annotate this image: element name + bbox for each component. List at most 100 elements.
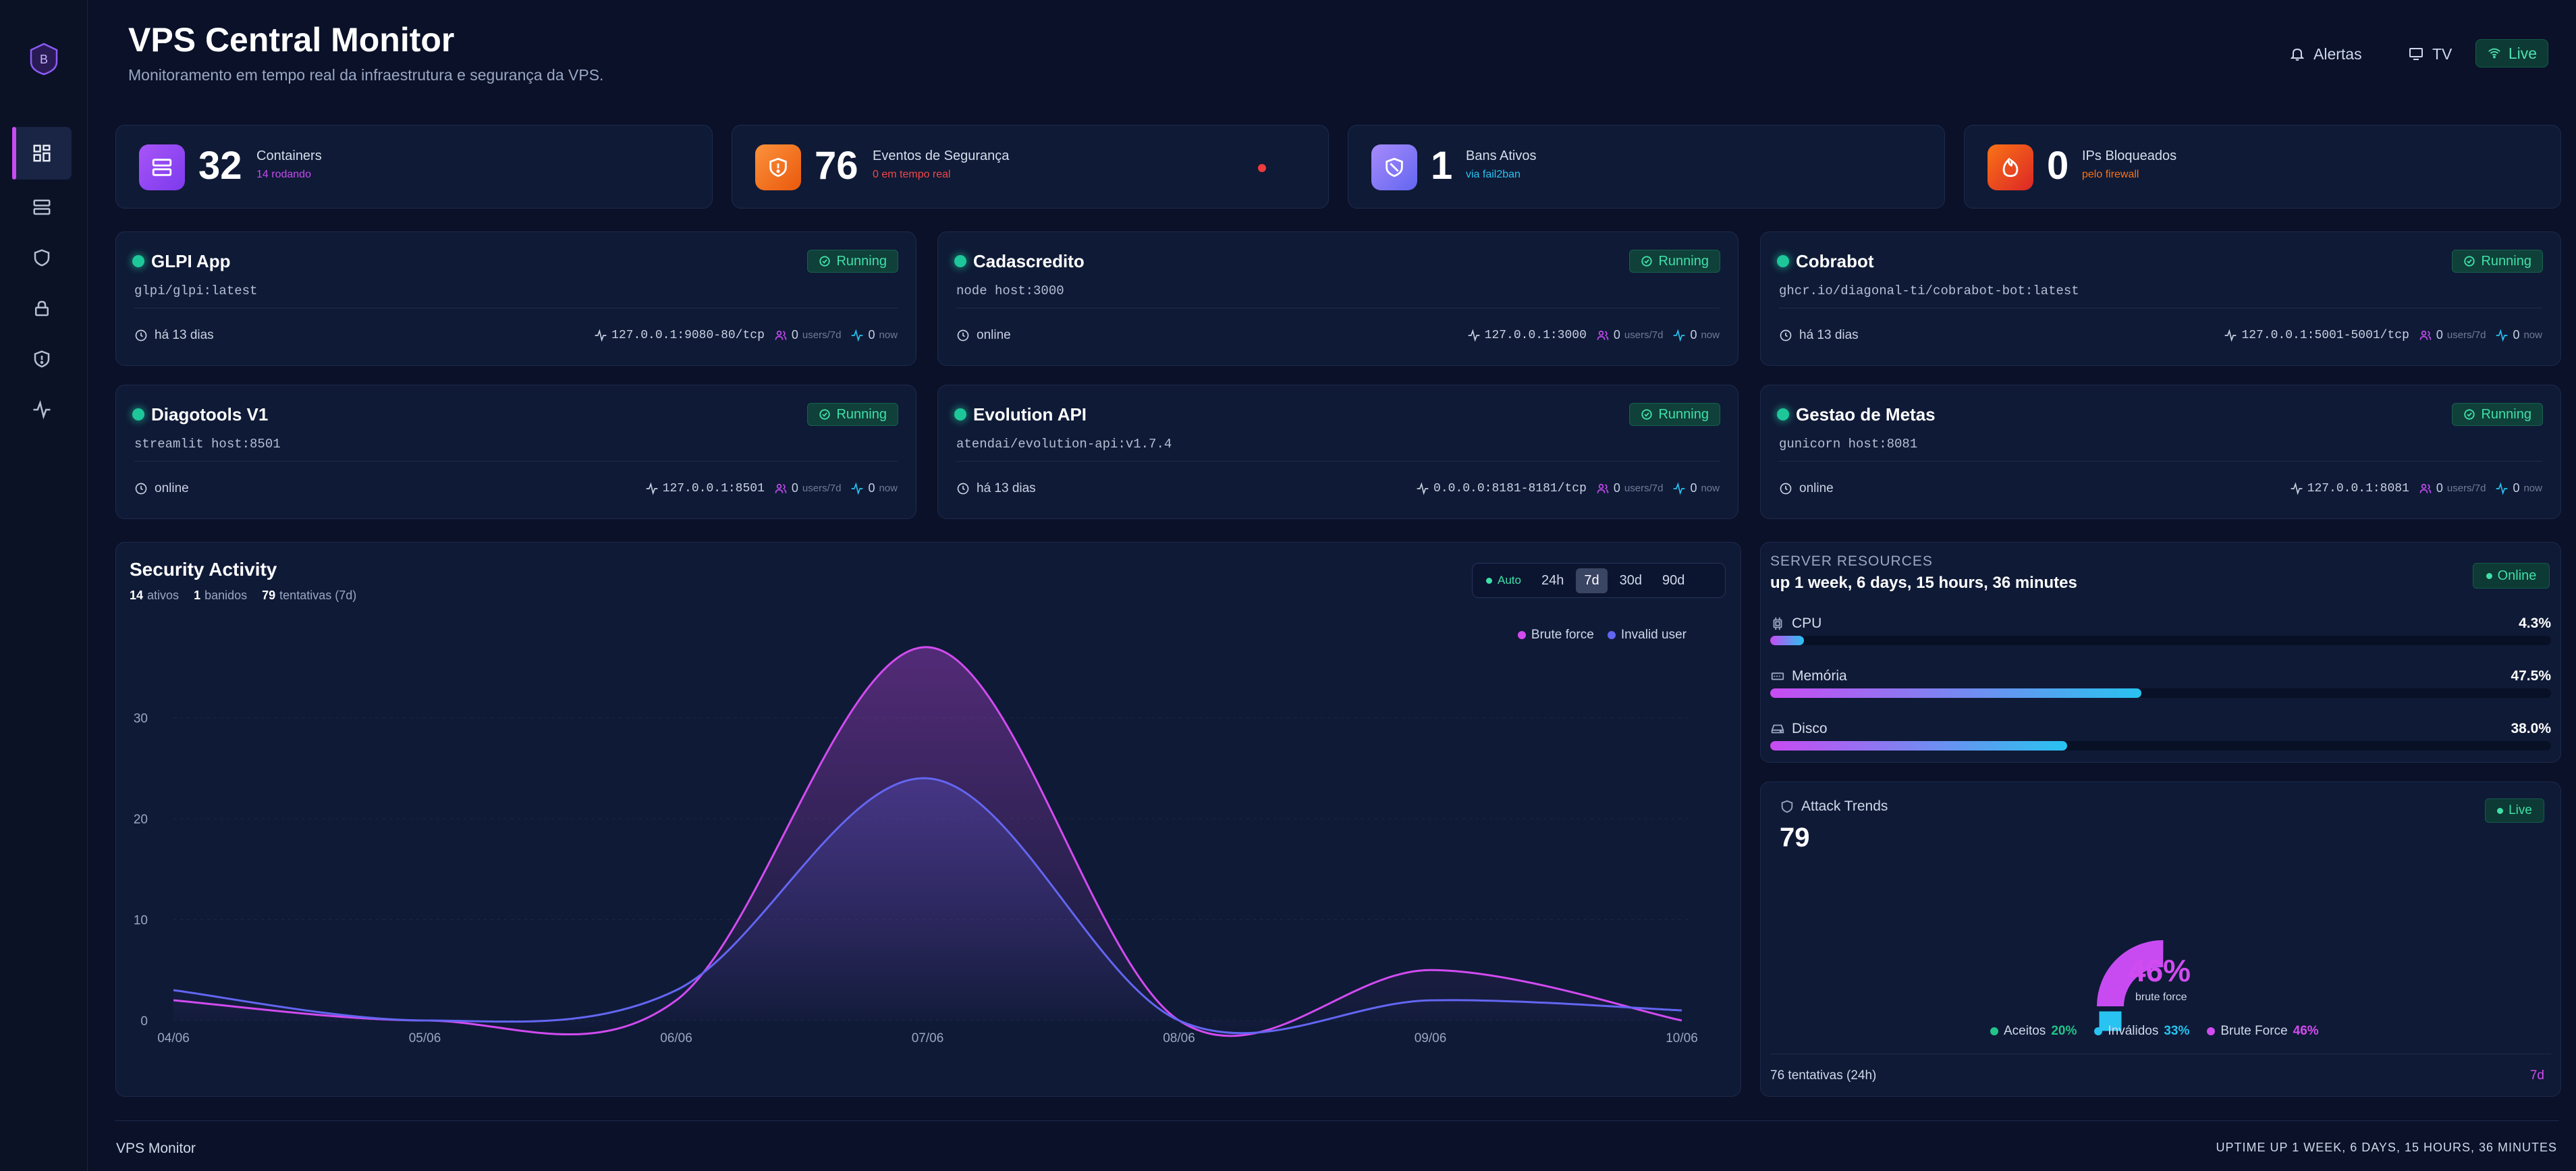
gauge-brute-force-arc (2097, 940, 2164, 1007)
nav-alerts[interactable] (12, 333, 72, 385)
container-uptime: há 13 dias (134, 328, 214, 343)
port-label: 127.0.0.1:3000 (1484, 328, 1587, 342)
status-badge: Running (2452, 250, 2543, 273)
shield-ban-icon (1386, 157, 1403, 178)
stat-icon-bg (1988, 144, 2033, 190)
stat-sub: pelo firewall (2082, 169, 2139, 180)
y-tick-label: 30 (134, 712, 148, 726)
container-card[interactable]: GLPI App Running glpi/glpi:latest há 13 … (115, 232, 916, 366)
now-unit: now (1701, 329, 1720, 341)
now-count: 0 (868, 481, 875, 495)
shield-icon (1781, 800, 1793, 813)
attack-footer-right[interactable]: 7d (2529, 1068, 2544, 1083)
resource-disk: Disco 38.0% (1770, 721, 2551, 761)
container-image: streamlit host:8501 (134, 437, 281, 452)
pulse-icon (1674, 482, 1685, 495)
users-unit: users/7d (802, 329, 842, 341)
stat-card-ips[interactable]: 0 IPs Bloqueados pelo firewall (1964, 125, 2561, 209)
cpu-icon (1773, 617, 1782, 630)
container-metrics: 127.0.0.1:8501 0 users/7d 0 now (645, 481, 898, 495)
attack-footer-left: 76 tentativas (24h) (1770, 1068, 1877, 1083)
attack-trends-panel: Attack Trends 79 Live 46% brute force Ac… (1760, 782, 2561, 1097)
x-tick-label: 08/06 (1163, 1031, 1195, 1045)
resource-bar-fill (1770, 636, 1804, 645)
resource-bar-fill (1770, 741, 2067, 751)
now-unit: now (2523, 483, 2542, 494)
footer-divider (115, 1120, 2559, 1121)
banidos-label: banidos (204, 589, 248, 602)
status-label: Running (836, 406, 887, 422)
container-uptime: há 13 dias (956, 481, 1036, 496)
auto-toggle[interactable]: Auto (1478, 574, 1529, 587)
security-chart: 01020304004/0605/0606/0607/0608/0609/061… (134, 646, 1698, 1045)
container-uptime: há 13 dias (1779, 328, 1859, 343)
container-card[interactable]: Gestao de Metas Running gunicorn host:80… (1760, 385, 2561, 519)
security-stats: 14 ativos 1 banidos 79 tentativas (7d) (130, 589, 356, 603)
clock-icon (135, 329, 147, 342)
users-icon (775, 483, 787, 493)
uptime-label: há 13 dias (1799, 328, 1859, 342)
container-card[interactable]: Evolution API Running atendai/evolution-… (937, 385, 1738, 519)
nav-dashboard[interactable] (12, 127, 72, 180)
clock-icon (135, 483, 147, 495)
users-unit: users/7d (802, 483, 842, 494)
y-tick-label: 10 (134, 914, 148, 928)
resource-value: 4.3% (2519, 616, 2551, 631)
range-90d[interactable]: 90d (1662, 572, 1685, 588)
users-count: 0 (2436, 328, 2443, 342)
stat-value: 0 (2047, 144, 2069, 188)
range-24h[interactable]: 24h (1541, 572, 1564, 588)
alerts-button[interactable]: Alertas (2289, 40, 2362, 67)
uptime-label: online (1799, 481, 1834, 495)
status-dot (1777, 255, 1789, 267)
y-tick-label: 20 (134, 813, 148, 827)
shield-alert-icon (34, 350, 50, 368)
users-icon (775, 330, 787, 340)
container-card[interactable]: Cadascredito Running node host:3000 onli… (937, 232, 1738, 366)
status-label: Running (2481, 406, 2531, 422)
legend-pct: 33% (2164, 1024, 2190, 1038)
nav-security[interactable] (12, 232, 72, 284)
users-unit: users/7d (1624, 483, 1664, 494)
container-image: glpi/glpi:latest (134, 283, 258, 298)
container-uptime: online (1779, 481, 1834, 496)
stat-label: Containers (256, 148, 322, 163)
x-tick-label: 09/06 (1415, 1031, 1447, 1045)
nav-activity[interactable] (12, 383, 72, 436)
attack-title: Attack Trends (1780, 798, 1888, 815)
container-card[interactable]: Cobrabot Running ghcr.io/diagonal-ti/cob… (1760, 232, 2561, 366)
nav-lock[interactable] (12, 282, 72, 335)
legend-invalid-user[interactable]: Invalid user (1607, 628, 1687, 643)
now-count: 0 (868, 328, 875, 342)
now-count: 0 (1690, 328, 1697, 342)
check-circle-icon (1641, 409, 1653, 420)
tv-button[interactable]: TV (2408, 40, 2452, 67)
resources-title: SERVER RESOURCES (1770, 553, 1933, 569)
users-icon (1597, 483, 1609, 493)
range-30d[interactable]: 30d (1619, 572, 1642, 588)
nav-servers[interactable] (12, 181, 72, 234)
activity-icon (33, 400, 51, 420)
live-button[interactable]: Live (2475, 39, 2548, 67)
now-count: 0 (2513, 328, 2520, 342)
container-uptime: online (956, 328, 1011, 343)
users-icon (2419, 330, 2432, 340)
container-card[interactable]: Diagotools V1 Running streamlit host:850… (115, 385, 916, 519)
uptime-label: há 13 dias (977, 481, 1036, 495)
stat-card-bans[interactable]: 1 Bans Ativos via fail2ban (1348, 125, 1945, 209)
users-count: 0 (791, 328, 798, 342)
divider (956, 461, 1720, 462)
x-tick-label: 06/06 (660, 1031, 692, 1045)
attack-gauge (2097, 940, 2164, 1033)
attack-big-pct: 46% (2129, 953, 2191, 988)
status-label: Running (2481, 253, 2531, 269)
range-7d[interactable]: 7d (1576, 568, 1608, 593)
stat-card-containers[interactable]: 32 Containers 14 rodando (115, 125, 713, 209)
legend-brute-force[interactable]: Brute force (1517, 628, 1594, 643)
shield-alert-icon (769, 157, 787, 178)
now-unit: now (879, 329, 898, 341)
stat-card-events[interactable]: 76 Eventos de Segurança 0 em tempo real (732, 125, 1329, 209)
x-tick-label: 07/06 (912, 1031, 944, 1045)
x-tick-label: 10/06 (1666, 1031, 1698, 1045)
pulse-icon (1674, 329, 1685, 342)
